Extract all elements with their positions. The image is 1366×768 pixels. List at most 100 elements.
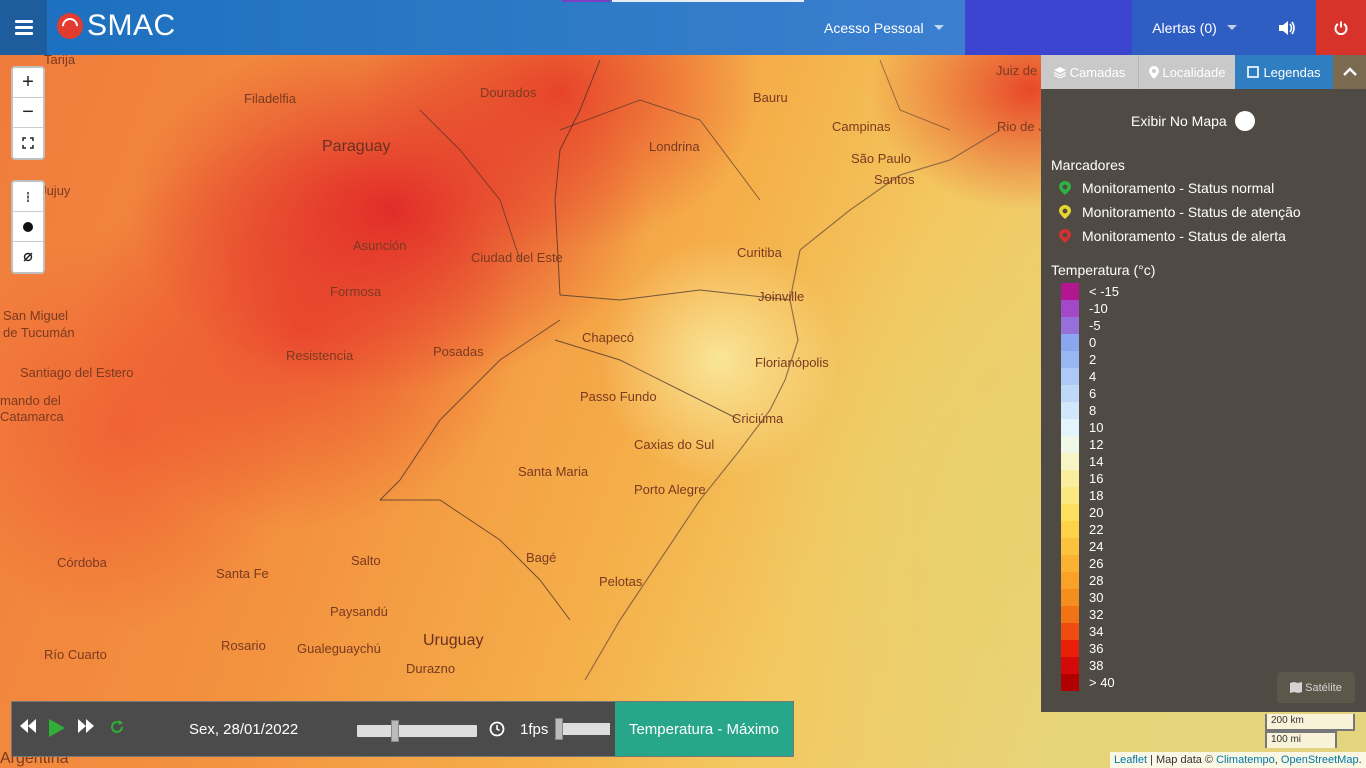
legend-swatch (1061, 504, 1079, 521)
square-icon (1247, 66, 1260, 78)
city-label: mando del (0, 393, 61, 408)
legend-row: > 40 (1061, 674, 1119, 691)
tab-localidade[interactable]: Localidade (1138, 55, 1235, 89)
legend-row: -5 (1061, 317, 1119, 334)
city-label: Londrina (649, 139, 700, 154)
date-slider[interactable] (357, 720, 477, 742)
logo-text: SMAC (87, 9, 176, 42)
leaflet-link[interactable]: Leaflet (1114, 754, 1148, 766)
legend-label: 6 (1089, 386, 1097, 401)
legend-row: 34 (1061, 623, 1119, 640)
legend-label: < -15 (1089, 284, 1119, 299)
legend-row: 18 (1061, 487, 1119, 504)
clear-drawings-button[interactable] (13, 242, 43, 272)
logout-button[interactable] (1316, 0, 1366, 55)
acesso-pessoal-dropdown[interactable]: Acesso Pessoal (810, 0, 972, 55)
map-icon (1290, 682, 1303, 693)
legend-panel: Camadas Localidade Legendas Exibir No Ma… (1041, 55, 1366, 712)
fast-forward-button[interactable] (78, 719, 94, 733)
legend-label: 32 (1089, 607, 1104, 622)
legend-swatch (1061, 606, 1079, 623)
power-icon (1334, 21, 1348, 35)
marcadores-title: Marcadores (1051, 157, 1125, 173)
legend-row: 8 (1061, 402, 1119, 419)
sound-button[interactable] (1257, 0, 1316, 55)
zoom-in-button[interactable]: + (13, 68, 43, 98)
city-label: Asunción (353, 238, 407, 253)
scale-mi: 100 mi (1265, 731, 1337, 748)
app-logo[interactable]: SMAC (57, 9, 176, 43)
city-label: Chapecó (582, 330, 635, 345)
zoom-controls: + − (11, 66, 45, 160)
legend-swatch (1061, 419, 1079, 436)
legend-label: 20 (1089, 505, 1104, 520)
legend-swatch (1061, 385, 1079, 402)
city-label: Gualeguaychú (297, 641, 381, 656)
chevron-down-icon (933, 25, 944, 30)
tab-legendas[interactable]: Legendas (1235, 55, 1333, 89)
legend-swatch (1061, 521, 1079, 538)
top-accent-line-light (612, 0, 804, 2)
alertas-dropdown[interactable]: Alertas (0) (1132, 0, 1257, 55)
marker-legend-label: Monitoramento - Status normal (1082, 180, 1275, 196)
legend-swatch (1061, 368, 1079, 385)
rewind-button[interactable] (20, 719, 36, 733)
menu-button[interactable] (0, 0, 47, 55)
draw-line-button[interactable] (13, 182, 43, 212)
legend-swatch (1061, 351, 1079, 368)
legend-label: 12 (1089, 437, 1104, 452)
play-button[interactable] (48, 718, 66, 738)
fps-slider-handle[interactable] (555, 718, 563, 740)
rewind-icon (20, 719, 36, 733)
legend-row: 6 (1061, 385, 1119, 402)
fps-slider[interactable] (555, 718, 610, 740)
fps-value: 1fps (520, 720, 549, 738)
city-label: Passo Fundo (580, 389, 657, 404)
speed-icon (489, 721, 505, 742)
current-date: Sex, 28/01/2022 (189, 720, 299, 738)
attribution-sep: , (1274, 754, 1281, 766)
city-label: Formosa (330, 284, 382, 299)
layers-icon (1053, 66, 1066, 78)
openstreetmap-link[interactable]: OpenStreetMap (1280, 754, 1359, 766)
speaker-icon (1278, 20, 1295, 35)
tab-camadas[interactable]: Camadas (1041, 55, 1138, 89)
country-label: Paraguay (322, 138, 391, 155)
city-label: Santa Fe (216, 566, 269, 581)
map-marker-icon (1059, 229, 1071, 243)
legend-swatch (1061, 589, 1079, 606)
date-slider-handle[interactable] (391, 720, 399, 742)
map-marker-icon (1059, 181, 1071, 195)
marker-legend-label: Monitoramento - Status de atenção (1082, 204, 1301, 220)
legend-label: 0 (1089, 335, 1097, 350)
temperature-legend-scale: < -15 -10 -5 0 2 4 6 8 10 12 14 16 18 20 22 24 26 28 30 32 3… (1061, 283, 1119, 691)
city-label: Pelotas (599, 574, 643, 589)
legend-row: 16 (1061, 470, 1119, 487)
city-label: Posadas (433, 344, 484, 359)
city-label: de Tucumán (3, 325, 75, 340)
legend-swatch (1061, 572, 1079, 589)
refresh-button[interactable] (109, 719, 125, 735)
fullscreen-button[interactable] (13, 128, 43, 158)
legend-row: 32 (1061, 606, 1119, 623)
satellite-label: Satélite (1305, 681, 1342, 694)
city-label: Río Cuarto (44, 647, 107, 662)
city-label: Florianópolis (755, 355, 829, 370)
legend-label: 28 (1089, 573, 1104, 588)
alertas-label: Alertas (0) (1152, 19, 1217, 36)
satellite-toggle-button[interactable]: Satélite (1277, 672, 1355, 703)
zoom-out-button[interactable]: − (13, 98, 43, 128)
city-label: Santiago del Estero (20, 365, 134, 380)
exibir-no-mapa-toggle[interactable] (1234, 111, 1255, 131)
climatempo-link[interactable]: Climatempo (1216, 754, 1275, 766)
city-label: Juiz de (996, 63, 1038, 78)
legend-label: 10 (1089, 420, 1104, 435)
city-label: Paysandú (330, 604, 388, 619)
legend-row: 24 (1061, 538, 1119, 555)
active-layer-badge[interactable]: Temperatura - Máximo (615, 702, 793, 756)
collapse-panel-button[interactable] (1333, 55, 1366, 89)
acesso-pessoal-label: Acesso Pessoal (824, 19, 924, 36)
legend-label: -5 (1089, 318, 1101, 333)
draw-point-button[interactable] (13, 212, 43, 242)
legend-swatch (1061, 283, 1079, 300)
